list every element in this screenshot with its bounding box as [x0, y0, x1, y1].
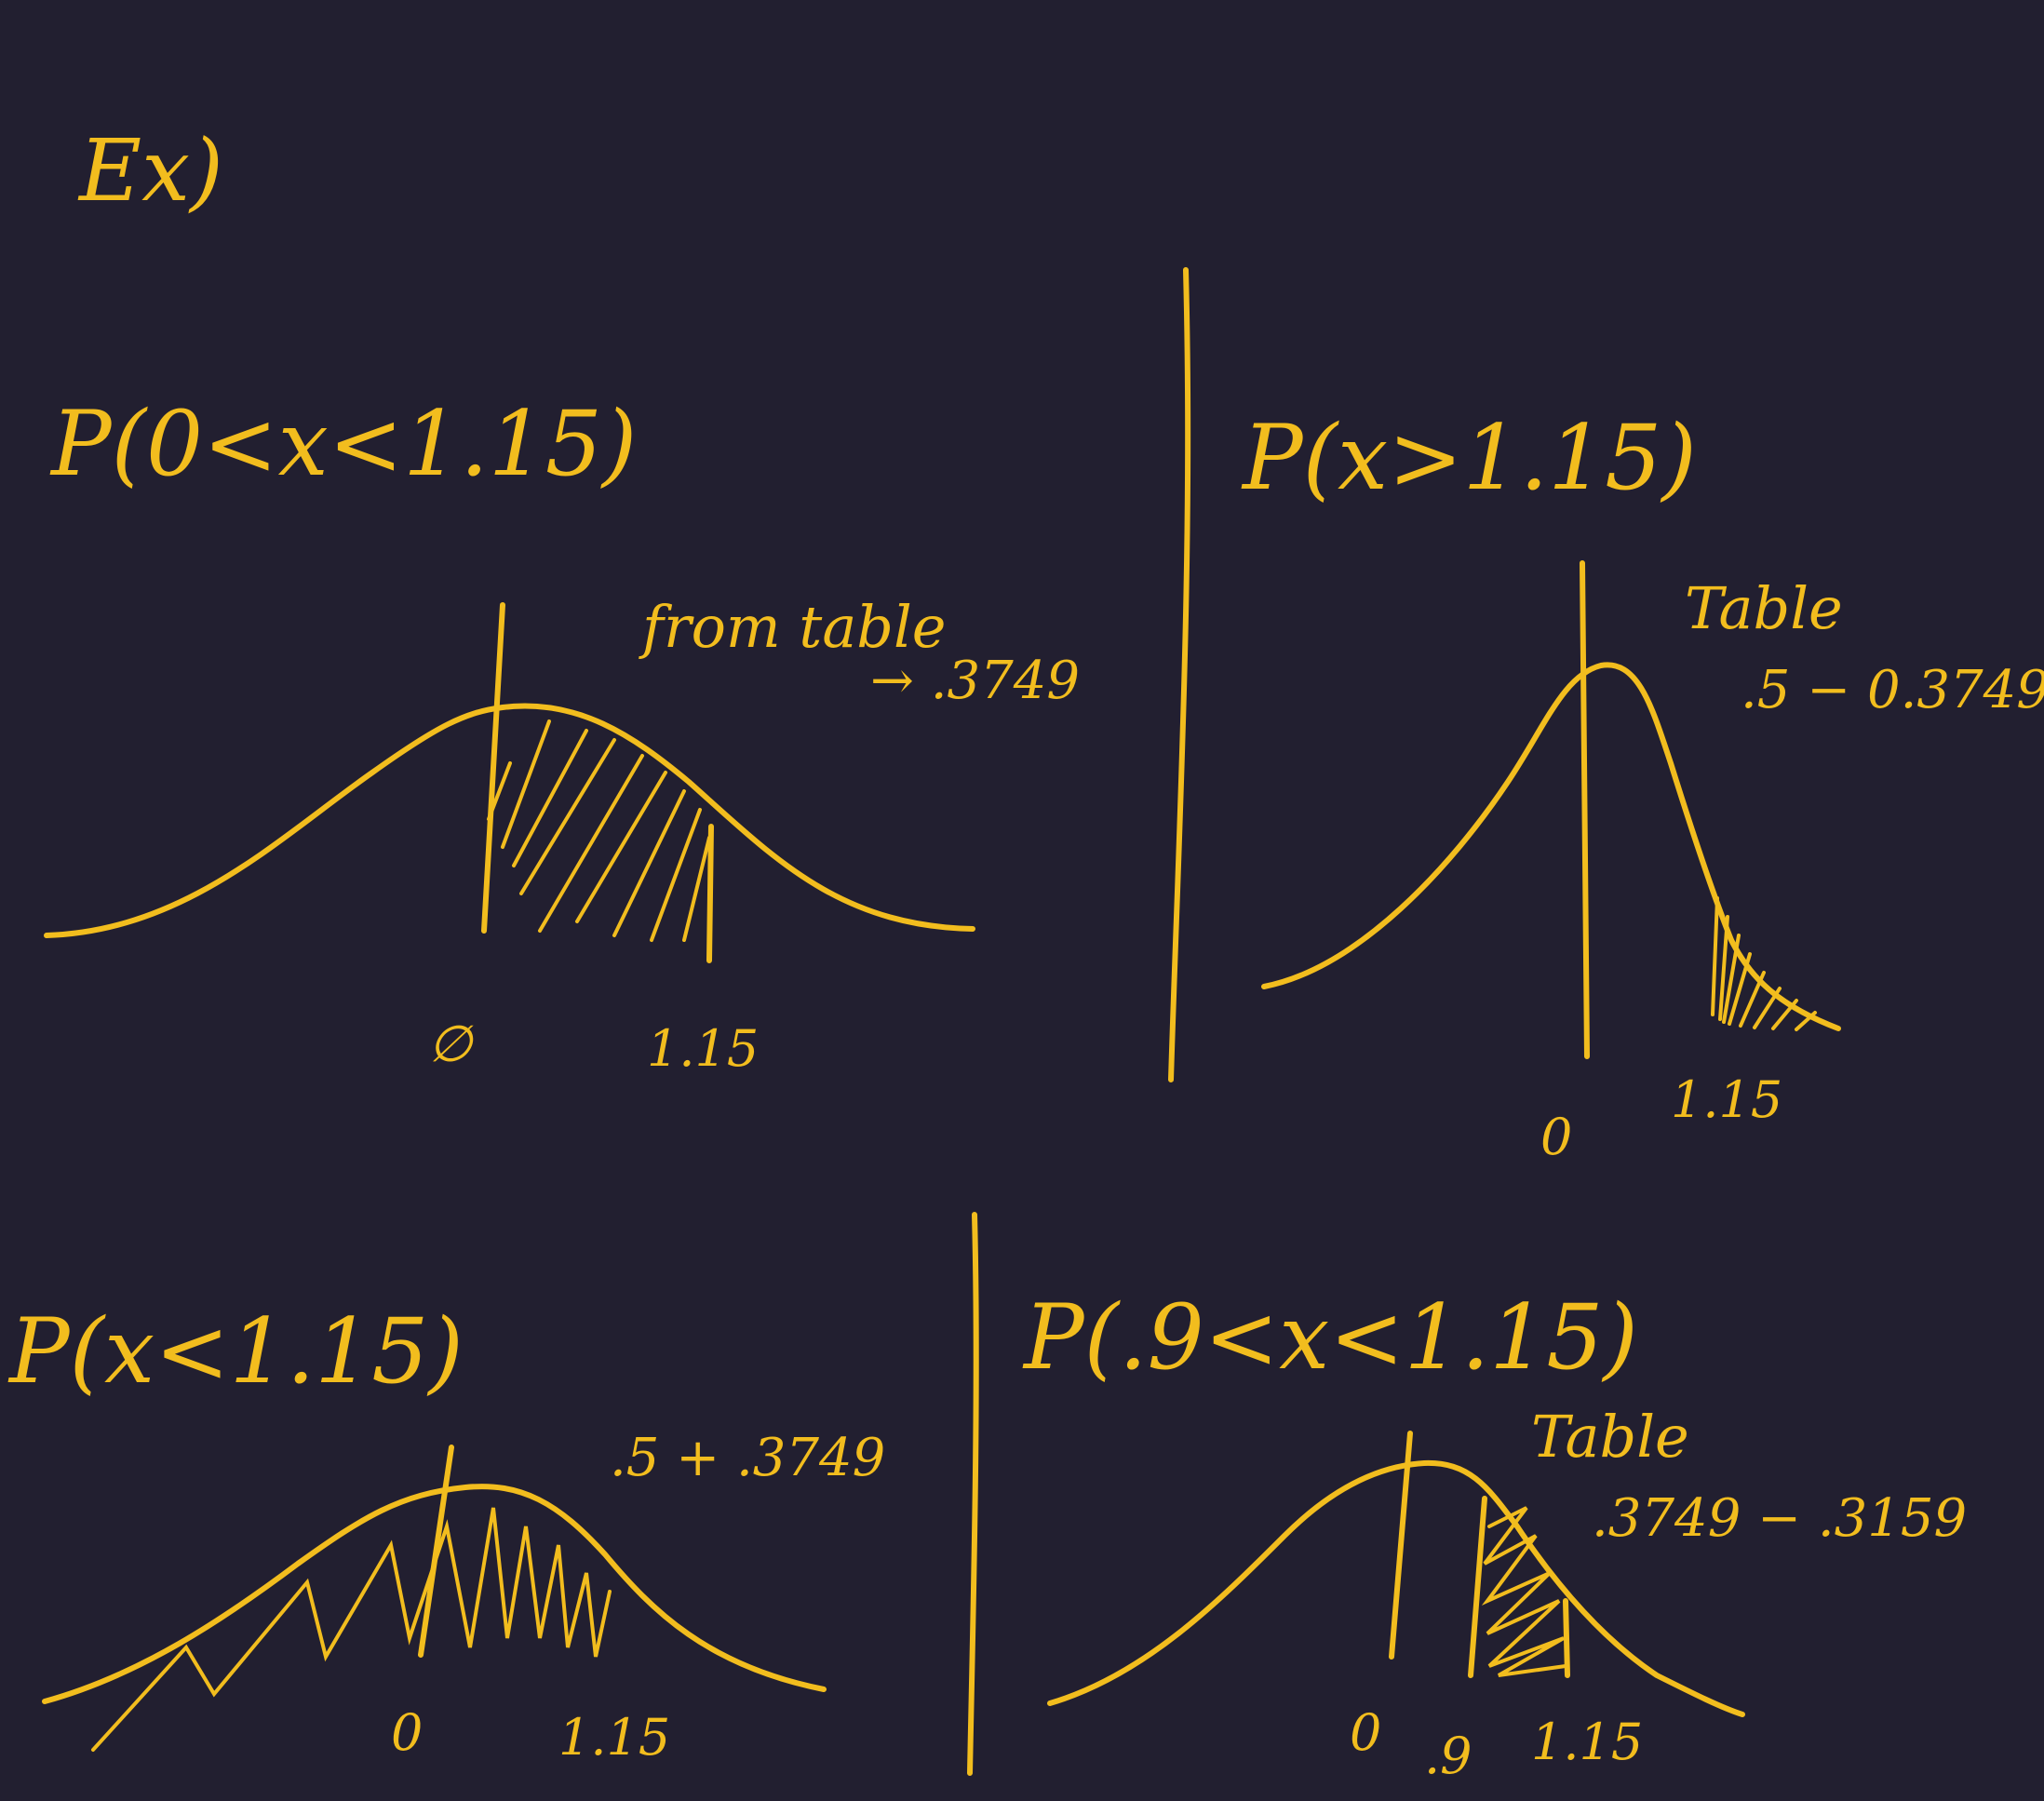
note-top-right: Table: [1685, 574, 1843, 642]
normal-curve-bottom-right: [1047, 1459, 1745, 1717]
normal-curve-top-left: [44, 703, 975, 938]
bound-line-upper-bottom-right: [1563, 1598, 1570, 1678]
panel-top-left: P(0<x<1.15) from table → .3749 ∅ 1.15: [44, 392, 1080, 1078]
tick-mid-bottom-right: .9: [1424, 1727, 1472, 1785]
tick-zero-top-left: ∅: [428, 1015, 474, 1073]
vertical-divider-top: [1168, 267, 1191, 1082]
shaded-region-top-left: [487, 719, 711, 942]
axis-zero-line-top-right: [1580, 560, 1590, 1059]
note-bottom-right: Table: [1531, 1403, 1689, 1471]
bound-line-lower-bottom-right: [1468, 1496, 1487, 1678]
tick-value-bottom-right: 1.15: [1531, 1713, 1643, 1771]
value-bottom-left: .5 + .3749: [610, 1428, 885, 1488]
tick-zero-bottom-right: 0: [1350, 1703, 1381, 1762]
normal-curve-top-right: [1261, 662, 1841, 1031]
value-top-right: .5 − 0.3749: [1741, 660, 2044, 720]
expression-bottom-right: P(.9<x<1.15): [1022, 1285, 1638, 1390]
tick-zero-bottom-left: 0: [391, 1703, 423, 1762]
axis-zero-line-bottom-right: [1389, 1431, 1413, 1660]
value-top-left: → .3749: [870, 651, 1080, 711]
normal-curve-bottom-left: [42, 1484, 827, 1704]
panel-bottom-right: P(.9<x<1.15) Table .3749 − .3159 0 .9 1.…: [1022, 1285, 1967, 1785]
panel-top-right: P(x>1.15) Table .5 − 0.3749 0 1.15: [1241, 406, 2044, 1166]
note-top-left: from table: [639, 593, 947, 661]
bound-line-top-left: [706, 824, 714, 963]
expression-bottom-left: P(x<1.15): [7, 1299, 464, 1404]
expression-top-left: P(0<x<1.15): [49, 392, 637, 496]
shaded-region-top-right: [1711, 896, 1817, 1031]
expression-top-right: P(x>1.15): [1241, 406, 1697, 510]
tick-value-top-left: 1.15: [647, 1019, 759, 1078]
axis-zero-line-top-left: [481, 602, 505, 934]
example-title: Ex): [77, 121, 223, 221]
axis-zero-line-bottom-left: [418, 1445, 454, 1658]
shaded-region-bottom-left: [91, 1507, 612, 1752]
tick-value-bottom-left: 1.15: [558, 1708, 670, 1767]
value-bottom-right: .3749 − .3159: [1592, 1488, 1967, 1549]
shaded-region-bottom-right: [1481, 1506, 1567, 1677]
vertical-divider-bottom: [967, 1212, 979, 1776]
tick-zero-top-right: 0: [1540, 1108, 1572, 1166]
tick-value-top-right: 1.15: [1671, 1070, 1782, 1129]
panel-bottom-left: P(x<1.15) .5 + .3749 0 1.15: [7, 1299, 885, 1767]
